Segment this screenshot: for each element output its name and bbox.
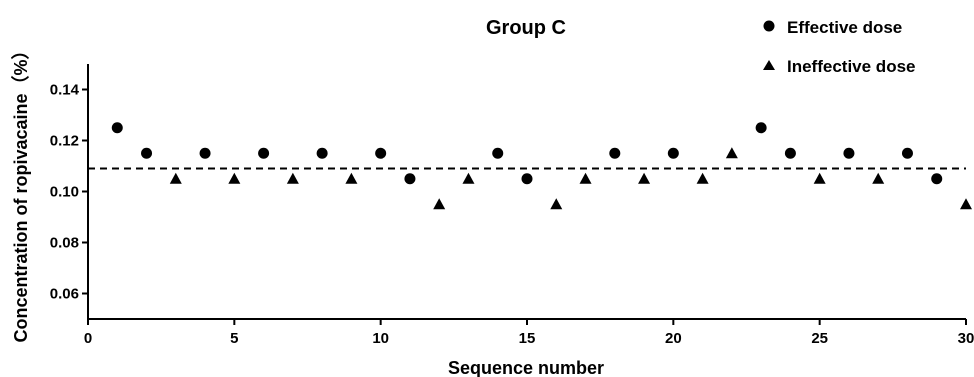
x-axis-label: Sequence number xyxy=(448,358,604,377)
x-tick-label: 30 xyxy=(958,330,974,347)
data-point-effective-dose xyxy=(843,147,855,159)
data-point-effective-dose xyxy=(667,147,679,159)
x-tick-label: 10 xyxy=(372,330,389,347)
y-tick-label: 0.12 xyxy=(50,133,79,150)
data-point-effective-dose xyxy=(258,147,270,159)
x-tick-label: 0 xyxy=(84,330,92,347)
data-point-ineffective-dose xyxy=(433,198,446,210)
data-point-effective-dose xyxy=(755,122,767,134)
legend-label-effective: Effective dose xyxy=(787,18,902,37)
data-point-ineffective-dose xyxy=(696,172,709,184)
legend-label-ineffective: Ineffective dose xyxy=(787,57,916,76)
y-tick-label: 0.08 xyxy=(50,235,79,252)
data-points xyxy=(111,122,972,210)
chart-title: Group C xyxy=(486,17,566,39)
data-point-effective-dose xyxy=(141,147,153,159)
data-point-effective-dose xyxy=(316,147,328,159)
data-point-ineffective-dose xyxy=(286,172,299,184)
data-point-ineffective-dose xyxy=(550,198,563,210)
data-point-ineffective-dose xyxy=(638,172,651,184)
data-point-ineffective-dose xyxy=(872,172,885,184)
data-point-effective-dose xyxy=(609,147,621,159)
data-point-effective-dose xyxy=(521,173,533,185)
data-point-effective-dose xyxy=(492,147,504,159)
data-point-ineffective-dose xyxy=(462,172,475,184)
data-point-effective-dose xyxy=(404,173,416,185)
legend-circle-marker xyxy=(763,20,775,32)
data-point-effective-dose xyxy=(931,173,943,185)
data-point-effective-dose xyxy=(784,147,796,159)
data-point-ineffective-dose xyxy=(228,172,241,184)
x-tick-label: 20 xyxy=(665,330,682,347)
data-point-ineffective-dose xyxy=(813,172,826,184)
data-point-effective-dose xyxy=(199,147,211,159)
data-point-ineffective-dose xyxy=(345,172,358,184)
legend-triangle-marker xyxy=(763,60,775,70)
x-tick-label: 5 xyxy=(230,330,238,347)
y-tick-label: 0.10 xyxy=(50,184,79,201)
axes: 0.06 0.08 0.10 0.12 0.14 0 5 10 15 20 25 30 xyxy=(50,64,974,347)
data-point-effective-dose xyxy=(375,147,387,159)
x-tick-label: 25 xyxy=(811,330,828,347)
data-point-effective-dose xyxy=(111,122,123,134)
data-point-ineffective-dose xyxy=(169,172,182,184)
data-point-effective-dose xyxy=(901,147,913,159)
y-tick-label: 0.14 xyxy=(50,82,80,99)
data-point-ineffective-dose xyxy=(579,172,592,184)
y-axis-label: Concentration of ropivacaine（%） xyxy=(11,41,31,342)
legend: Effective dose Ineffective dose xyxy=(763,18,916,76)
x-tick-label: 15 xyxy=(519,330,536,347)
data-point-ineffective-dose xyxy=(960,198,972,210)
y-tick-label: 0.06 xyxy=(50,286,79,303)
data-point-ineffective-dose xyxy=(725,147,738,159)
